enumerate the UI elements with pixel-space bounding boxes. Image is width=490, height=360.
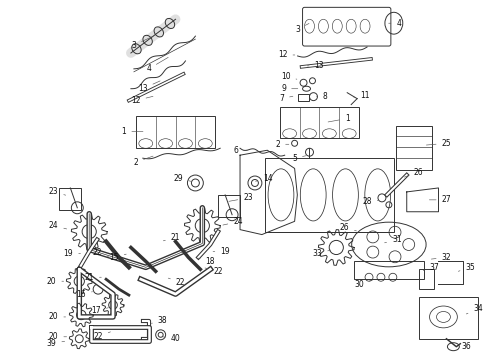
Text: 11: 11 xyxy=(354,91,370,100)
Text: 12: 12 xyxy=(278,50,295,59)
Text: 4: 4 xyxy=(147,57,168,73)
Text: 4: 4 xyxy=(389,19,401,28)
Text: 28: 28 xyxy=(362,197,378,206)
Text: 21: 21 xyxy=(163,233,180,242)
Text: 18: 18 xyxy=(198,257,215,266)
Bar xyxy=(418,269,434,289)
Text: 16: 16 xyxy=(76,289,93,298)
Bar xyxy=(354,261,424,279)
Text: 3: 3 xyxy=(131,36,153,50)
Text: 39: 39 xyxy=(47,339,65,348)
Text: 22: 22 xyxy=(205,267,223,276)
Bar xyxy=(136,117,215,148)
Text: 30: 30 xyxy=(354,280,372,289)
Text: 10: 10 xyxy=(281,72,297,81)
Text: 6: 6 xyxy=(234,146,247,155)
Text: 2: 2 xyxy=(133,156,153,167)
Text: 29: 29 xyxy=(173,174,191,183)
Text: 33: 33 xyxy=(313,249,331,258)
Text: 14: 14 xyxy=(256,174,272,183)
Text: 31: 31 xyxy=(385,235,402,244)
Text: 22: 22 xyxy=(168,278,185,287)
Text: 38: 38 xyxy=(151,316,168,325)
Text: 12: 12 xyxy=(131,96,153,105)
Text: 20: 20 xyxy=(49,332,67,341)
Text: 24: 24 xyxy=(49,221,67,230)
Text: 3: 3 xyxy=(295,23,309,34)
Text: 22: 22 xyxy=(94,332,110,341)
Text: 20: 20 xyxy=(47,277,64,286)
Text: 19: 19 xyxy=(64,249,80,258)
Text: 21: 21 xyxy=(84,273,101,282)
Bar xyxy=(218,195,240,217)
Text: 27: 27 xyxy=(429,195,451,204)
Text: 26: 26 xyxy=(340,223,356,232)
Text: 23: 23 xyxy=(49,188,66,197)
Text: 13: 13 xyxy=(307,62,324,71)
Bar xyxy=(265,158,394,232)
Text: 1: 1 xyxy=(328,114,349,123)
Text: 25: 25 xyxy=(426,139,451,148)
Bar xyxy=(418,297,478,339)
Text: 24: 24 xyxy=(223,217,243,226)
Text: 36: 36 xyxy=(455,342,471,351)
Text: 13: 13 xyxy=(138,81,160,93)
Text: 8: 8 xyxy=(316,92,327,101)
Bar xyxy=(59,188,81,210)
Text: 23: 23 xyxy=(229,193,253,202)
Text: 20: 20 xyxy=(49,312,66,321)
Text: 37: 37 xyxy=(423,263,440,272)
Text: 26: 26 xyxy=(404,167,423,177)
Text: 34: 34 xyxy=(466,305,483,314)
Text: 9: 9 xyxy=(281,84,298,93)
Text: 35: 35 xyxy=(458,263,475,272)
Text: 40: 40 xyxy=(163,334,180,343)
Text: 17: 17 xyxy=(91,306,108,315)
Bar xyxy=(297,94,310,100)
Text: 5: 5 xyxy=(292,154,306,163)
Text: 19: 19 xyxy=(213,247,230,256)
Text: 15: 15 xyxy=(109,253,126,262)
Text: 2: 2 xyxy=(275,140,289,149)
Bar xyxy=(396,126,432,170)
Text: 32: 32 xyxy=(431,253,451,262)
Text: 1: 1 xyxy=(122,127,143,136)
Text: 7: 7 xyxy=(279,94,293,103)
Text: 22: 22 xyxy=(93,248,108,257)
Bar xyxy=(280,107,359,138)
